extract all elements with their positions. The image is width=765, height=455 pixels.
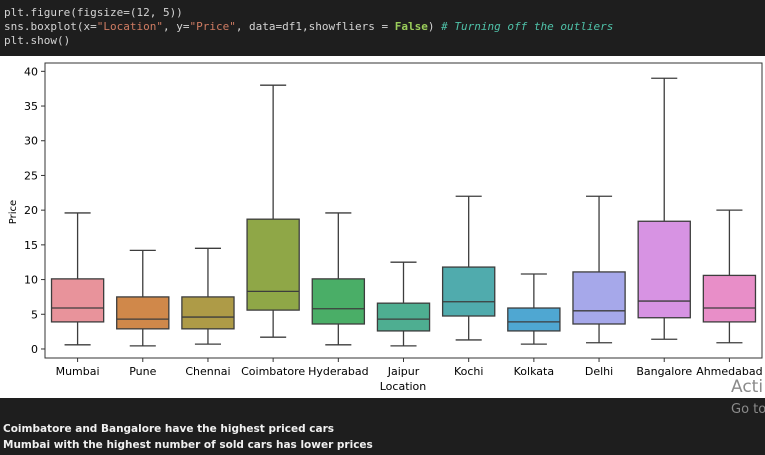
box bbox=[246, 218, 300, 311]
watermark: Go to bbox=[731, 402, 765, 417]
box bbox=[311, 278, 366, 325]
code-line: plt.figure(figsize=(12, 5)) bbox=[4, 6, 183, 19]
note: Mumbai with the highest number of sold c… bbox=[3, 439, 373, 451]
x-tick-label: Ahmedabad bbox=[696, 365, 762, 378]
x-tick-label: Pune bbox=[129, 365, 156, 378]
box bbox=[116, 296, 170, 330]
watermark: Acti bbox=[731, 377, 763, 397]
y-tick-label: 25 bbox=[24, 169, 38, 182]
y-tick-label: 20 bbox=[24, 204, 38, 217]
box bbox=[50, 278, 105, 323]
x-tick-label: Coimbatore bbox=[241, 365, 305, 378]
x-tick-label: Hyderabad bbox=[308, 365, 369, 378]
y-tick-label: 15 bbox=[24, 239, 38, 252]
code-token: , y= bbox=[163, 20, 190, 33]
y-axis-label: Price bbox=[8, 200, 19, 224]
box bbox=[572, 271, 626, 325]
code-line: sns.boxplot(x="Location", y="Price", dat… bbox=[4, 20, 613, 33]
y-tick-label: 10 bbox=[24, 274, 38, 287]
x-axis-label: Location bbox=[380, 380, 427, 393]
code-token: sns.boxplot(x= bbox=[4, 20, 97, 33]
note: Coimbatore and Bangalore have the highes… bbox=[3, 423, 334, 435]
code-line: plt.show() bbox=[4, 34, 70, 47]
x-tick-label: Jaipur bbox=[387, 365, 420, 378]
code-token: "Price" bbox=[189, 20, 235, 33]
x-tick-label: Bangalore bbox=[636, 365, 692, 378]
code-token: # Turning off the outliers bbox=[440, 20, 613, 33]
box bbox=[376, 302, 431, 332]
y-tick-label: 5 bbox=[31, 308, 38, 321]
box bbox=[507, 307, 561, 332]
x-tick-label: Delhi bbox=[585, 365, 613, 378]
code-token: ) bbox=[428, 20, 441, 33]
code-token: , data=df1,showfliers = bbox=[236, 20, 395, 33]
box bbox=[637, 220, 691, 319]
code-token: False bbox=[395, 20, 428, 33]
x-tick-label: Chennai bbox=[185, 365, 230, 378]
y-tick-label: 30 bbox=[24, 135, 38, 148]
x-tick-label: Mumbai bbox=[56, 365, 100, 378]
y-tick-label: 0 bbox=[31, 343, 38, 356]
chart-background bbox=[0, 56, 765, 398]
box bbox=[181, 296, 235, 330]
code-token: "Location" bbox=[97, 20, 163, 33]
x-tick-label: Kochi bbox=[454, 365, 483, 378]
y-tick-label: 35 bbox=[24, 100, 38, 113]
box bbox=[441, 266, 496, 317]
y-tick-label: 40 bbox=[24, 65, 38, 78]
x-tick-label: Kolkata bbox=[514, 365, 554, 378]
box bbox=[702, 274, 757, 323]
